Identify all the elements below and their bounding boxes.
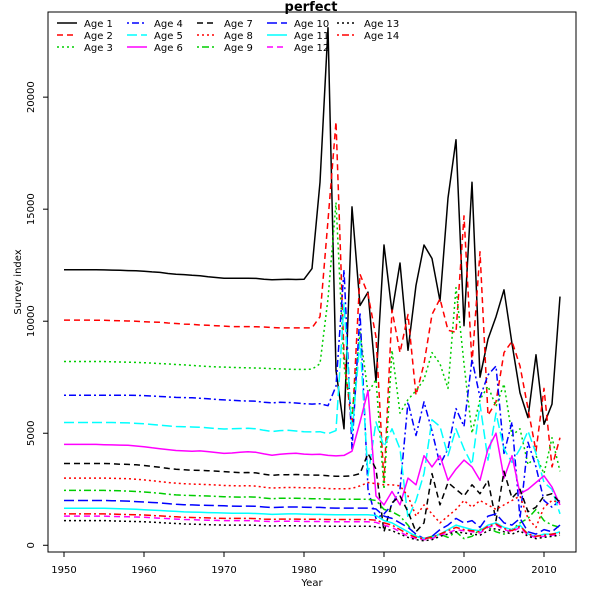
- series-line-age-8: [64, 477, 561, 529]
- y-tick-label: 10000: [26, 305, 37, 337]
- legend-label: Age 11: [294, 31, 329, 42]
- legend-label: Age 2: [84, 31, 113, 42]
- series-line-age-12: [64, 515, 561, 541]
- y-tick-label: 5000: [26, 421, 37, 446]
- series-line-age-5: [64, 302, 561, 520]
- legend-label: Age 8: [224, 31, 253, 42]
- x-tick-label: 1980: [291, 565, 316, 576]
- series-line-age-3: [64, 201, 561, 491]
- x-tick-label: 2010: [531, 565, 556, 576]
- legend-label: Age 1: [84, 19, 113, 30]
- legend-label: Age 4: [154, 19, 183, 30]
- series-line-age-13: [64, 519, 561, 542]
- legend-label: Age 14: [364, 31, 399, 42]
- series-line-age-14: [64, 513, 561, 540]
- y-axis: 0 5000 10000 15000 20000: [26, 81, 48, 548]
- series-line-age-11: [64, 507, 561, 540]
- y-axis-label: Survey index: [13, 249, 24, 314]
- series-line-age-7: [64, 452, 561, 533]
- series-line-age-4: [64, 268, 561, 520]
- legend-label: Age 3: [84, 43, 113, 54]
- legend-label: Age 5: [154, 31, 183, 42]
- legend-label: Age 12: [294, 43, 329, 54]
- x-tick-label: 2000: [451, 565, 476, 576]
- x-axis: 1950 1960 1970 1980 1990 2000 2010: [51, 551, 557, 576]
- legend-label: Age 6: [154, 43, 183, 54]
- legend-label: Age 10: [294, 19, 329, 30]
- legend-label: Age 13: [364, 19, 399, 30]
- y-tick-label: 0: [26, 542, 37, 548]
- legend-label: Age 9: [224, 43, 253, 54]
- series-layer: [64, 26, 561, 542]
- series-line-age-6: [64, 389, 561, 506]
- plot-frame: [47, 11, 577, 553]
- legend-label: Age 7: [224, 19, 253, 30]
- series-line-age-1: [64, 26, 561, 430]
- series-line-age-9: [64, 489, 561, 540]
- x-tick-label: 1970: [211, 565, 236, 576]
- x-tick-label: 1990: [371, 565, 396, 576]
- y-tick-label: 15000: [26, 193, 37, 225]
- x-tick-label: 1950: [51, 565, 76, 576]
- series-line-age-2: [64, 121, 561, 484]
- chart-title: perfect: [285, 0, 338, 15]
- x-axis-label: Year: [300, 578, 323, 589]
- y-tick-label: 20000: [26, 81, 37, 113]
- x-tick-label: 1960: [131, 565, 156, 576]
